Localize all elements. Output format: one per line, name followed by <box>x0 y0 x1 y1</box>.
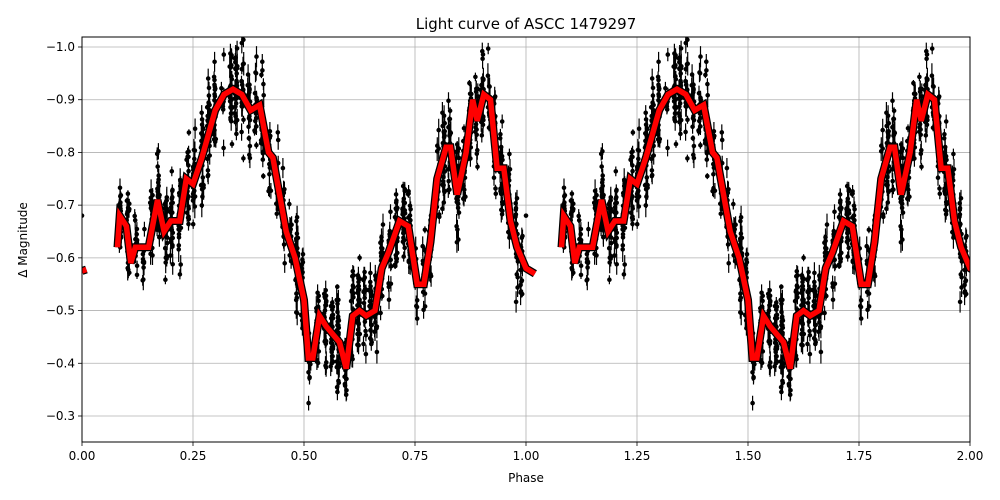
x-tick-label: 0.00 <box>69 449 96 463</box>
y-tick-label: −0.4 <box>46 356 75 370</box>
y-tick-label: −1.0 <box>46 40 75 54</box>
x-tick-label: 1.75 <box>846 449 873 463</box>
y-axis-label: Δ Magnitude <box>16 202 30 278</box>
chart-title: Light curve of ASCC 1479297 <box>416 15 637 33</box>
x-tick-label: 0.25 <box>180 449 207 463</box>
x-tick-label: 1.50 <box>735 449 762 463</box>
y-tick-label: −0.8 <box>46 145 75 159</box>
model-curve <box>82 84 970 370</box>
x-tick-label: 2.00 <box>957 449 984 463</box>
x-tick-label: 0.75 <box>402 449 429 463</box>
x-tick-label: 1.25 <box>624 449 651 463</box>
x-axis-ticks: 0.00 0.25 0.50 0.75 1.00 1.25 1.50 1.75 2.00 <box>69 442 984 463</box>
y-axis-ticks: −1.0 −0.9 −0.8 −0.7 −0.6 −0.5 −0.4 −0.3 <box>46 40 82 423</box>
y-tick-label: −0.9 <box>46 93 75 107</box>
x-axis-label: Phase <box>508 471 544 485</box>
observation-points <box>82 37 969 411</box>
y-tick-label: −0.7 <box>46 198 75 212</box>
x-tick-label: 1.00 <box>513 449 540 463</box>
x-tick-label: 0.50 <box>291 449 318 463</box>
y-tick-label: −0.3 <box>46 409 75 423</box>
y-tick-label: −0.5 <box>46 304 75 318</box>
y-tick-label: −0.6 <box>46 251 75 265</box>
